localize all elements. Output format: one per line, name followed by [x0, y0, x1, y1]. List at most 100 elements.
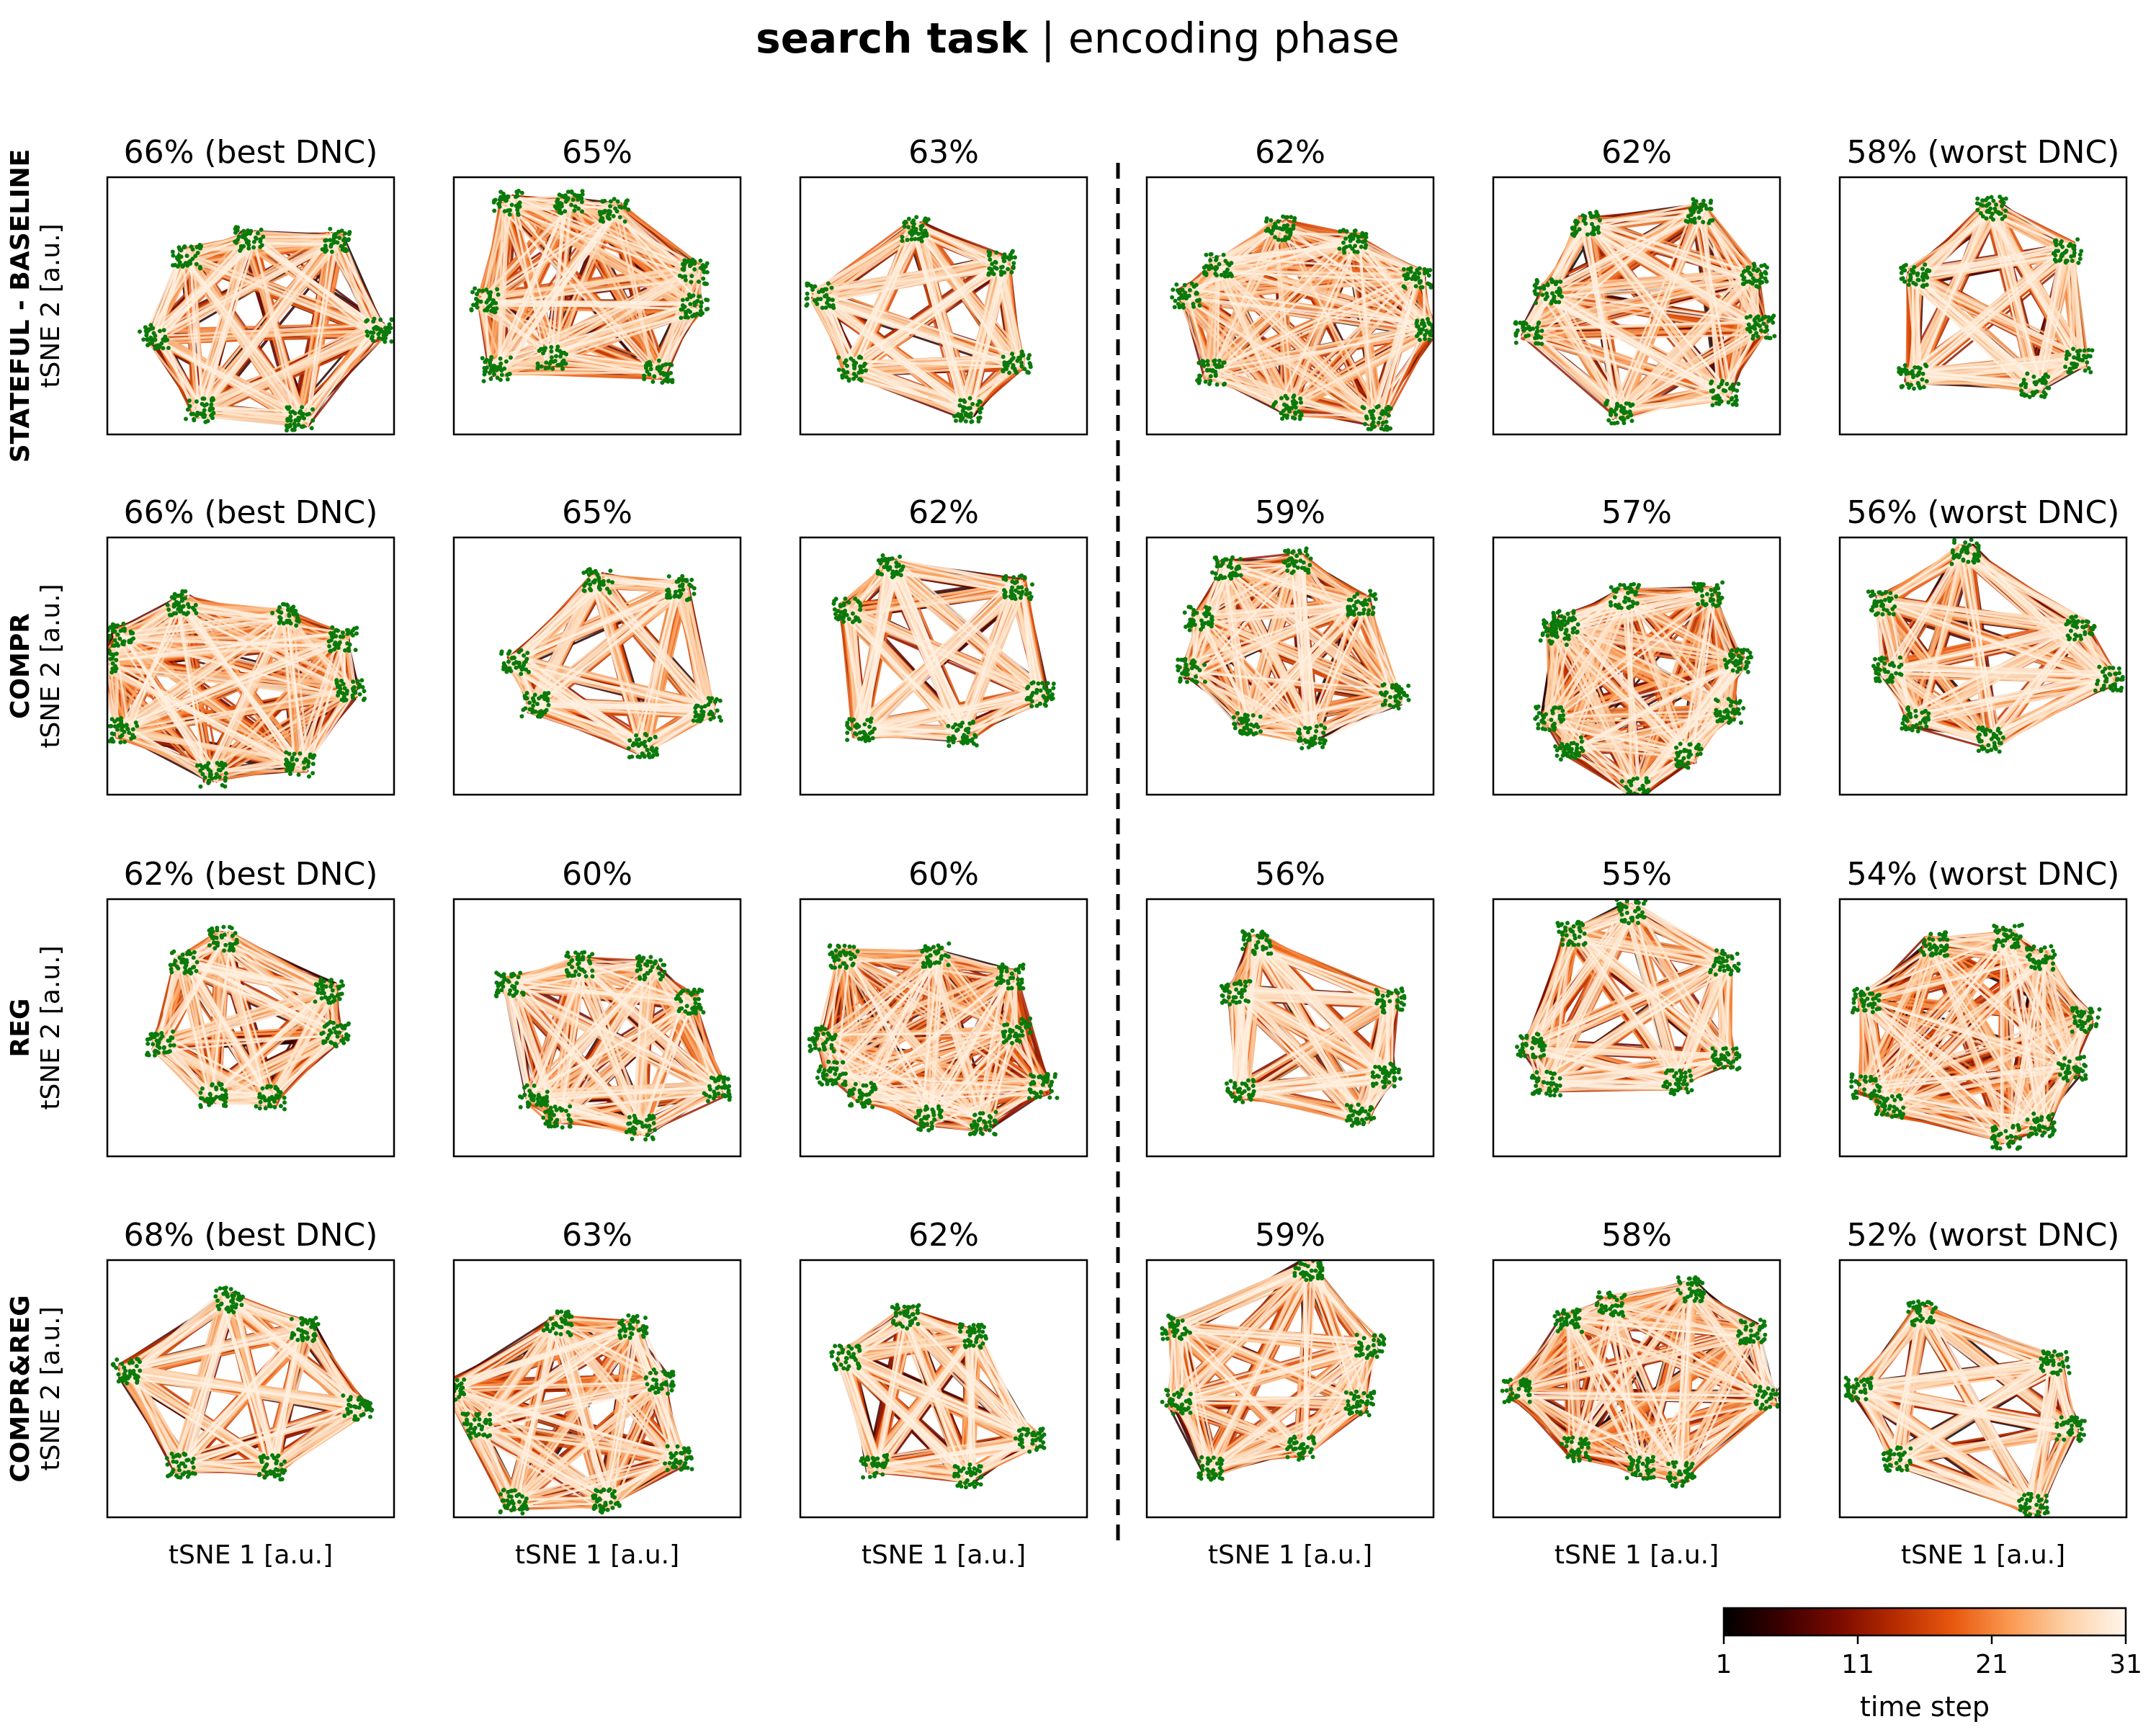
trajectory-step: [1524, 903, 1733, 1091]
trajectory-step: [1856, 929, 2091, 1146]
state-points: [145, 924, 352, 1112]
row-name: STATEFUL - BASELINE: [6, 149, 35, 463]
panel-title: 54% (worst DNC): [1847, 856, 2120, 893]
trajectory-plot: [493, 950, 732, 1142]
row-label: REGtSNE 2 [a.u.]: [6, 945, 66, 1110]
panel: 66% (best DNC): [106, 134, 395, 436]
panel-frame: [1145, 898, 1435, 1158]
panel: 58% tSNE 1 [a.u.]: [1492, 1217, 1781, 1570]
panel-frame: [1492, 536, 1781, 796]
panel-title: 66% (best DNC): [124, 134, 378, 171]
ylabel: tSNE 2 [a.u.]: [36, 584, 66, 748]
colorbar-tick-label: 21: [1975, 1650, 2008, 1679]
trajectory-step: [156, 933, 343, 1104]
panel-frame: [1492, 898, 1781, 1158]
trajectory-plot: [831, 553, 1056, 749]
colorbar-tick-label: 1: [1716, 1650, 1732, 1679]
panel-title: 58% (worst DNC): [1847, 134, 2120, 171]
xlabel: tSNE 1 [a.u.]: [862, 1540, 1026, 1570]
panel-title: 60%: [562, 856, 632, 893]
panel-title: 62%: [1255, 134, 1325, 171]
panel: 62%: [799, 494, 1088, 796]
panel-title: 58%: [1601, 1217, 1672, 1254]
ylabel: tSNE 2 [a.u.]: [36, 1306, 66, 1470]
panel: 62%: [1145, 134, 1435, 436]
trajectory-plot: [1175, 546, 1411, 751]
trajectory-plot: [1513, 197, 1777, 426]
panel: 62% tSNE 1 [a.u.]: [799, 1217, 1088, 1570]
trajectory-plot: [107, 589, 367, 789]
panel: 62%: [1492, 134, 1781, 436]
trajectory-plot: [807, 941, 1060, 1137]
trajectory-step: [1186, 553, 1403, 745]
state-points: [110, 1285, 375, 1482]
panel-title: 52% (worst DNC): [1847, 1217, 2120, 1254]
trajectory-step: [454, 1318, 687, 1510]
trajectory-step: [1513, 1286, 1775, 1481]
panel-frame: [1145, 1259, 1435, 1519]
panel: 63%: [799, 134, 1088, 436]
trajectory-plot: [499, 567, 723, 759]
trajectory-step: [508, 576, 716, 754]
state-points: [469, 189, 710, 385]
panel-frame: [1492, 176, 1781, 436]
trajectory-step: [817, 948, 1050, 1132]
panel-title: 62%: [908, 1217, 979, 1254]
colorbar: 1 11 21 31 time step: [1716, 1607, 2142, 1723]
xlabel: tSNE 1 [a.u.]: [169, 1540, 333, 1570]
panel: 63% tSNE 1 [a.u.]: [452, 1217, 742, 1570]
panel-frame: [1492, 1259, 1781, 1519]
trajectory-step: [1851, 1305, 2078, 1514]
trajectory-plot: [1500, 1275, 1780, 1489]
panel-frame: [452, 536, 742, 796]
panel-frame: [1838, 176, 2128, 436]
panel-grid: STATEFUL - BASELINEtSNE 2 [a.u.]66% (bes…: [6, 134, 2128, 1570]
panel: 58% (worst DNC): [1838, 134, 2128, 436]
figure-title: search task | encoding phase: [756, 14, 1400, 63]
trajectory-plot: [804, 215, 1033, 424]
trajectory-step: [841, 558, 1048, 743]
panel-title: 55%: [1601, 856, 1672, 893]
trajectory-plot: [1897, 195, 2095, 399]
trajectory-plot: [138, 225, 394, 433]
panel-frame: [452, 176, 742, 436]
trajectory-plot: [1866, 537, 2125, 754]
panel: 56% (worst DNC): [1838, 494, 2128, 796]
panel: 60%: [799, 856, 1088, 1158]
colorbar-ticks: 1 11 21 31: [1716, 1635, 2142, 1679]
panel-frame: [799, 898, 1088, 1158]
panel: 60%: [452, 856, 742, 1158]
panel-title: 56%: [1255, 856, 1325, 893]
panel-frame: [799, 536, 1088, 796]
trajectory-plot: [1170, 214, 1433, 432]
panel-frame: [799, 176, 1088, 436]
panel-frame: [106, 176, 395, 436]
panel-title: 59%: [1255, 1217, 1325, 1254]
figure-title-bold: search task: [756, 14, 1029, 63]
trajectory-step: [1168, 1261, 1379, 1475]
panel-title: 57%: [1601, 494, 1672, 531]
panel: 59% tSNE 1 [a.u.]: [1145, 1217, 1435, 1570]
panel: 55%: [1492, 856, 1781, 1158]
panel-title: 63%: [562, 1217, 632, 1254]
panel-title: 56% (worst DNC): [1847, 494, 2120, 531]
state-points: [807, 941, 1060, 1137]
panel-title: 66% (best DNC): [124, 494, 378, 531]
trajectory-plot: [829, 1303, 1047, 1490]
colorbar-label: time step: [1860, 1691, 1990, 1723]
trajectory-step: [1548, 590, 1746, 795]
ylabel: tSNE 2 [a.u.]: [36, 223, 66, 388]
panel-frame: [1838, 536, 2128, 796]
panel: 68% (best DNC) tSNE 1 [a.u.]: [106, 1217, 395, 1570]
panel-title: 62%: [908, 494, 979, 531]
trajectory-step: [502, 958, 726, 1136]
trajectory-plot: [1515, 899, 1742, 1098]
panel: 62% (best DNC): [106, 856, 395, 1158]
panel-frame: [106, 536, 395, 796]
panel-title: 65%: [562, 134, 632, 171]
colorbar-tick-label: 31: [2109, 1650, 2142, 1679]
xlabel: tSNE 1 [a.u.]: [515, 1540, 679, 1570]
panel: 59%: [1145, 494, 1435, 796]
panel-frame: [106, 1259, 395, 1519]
